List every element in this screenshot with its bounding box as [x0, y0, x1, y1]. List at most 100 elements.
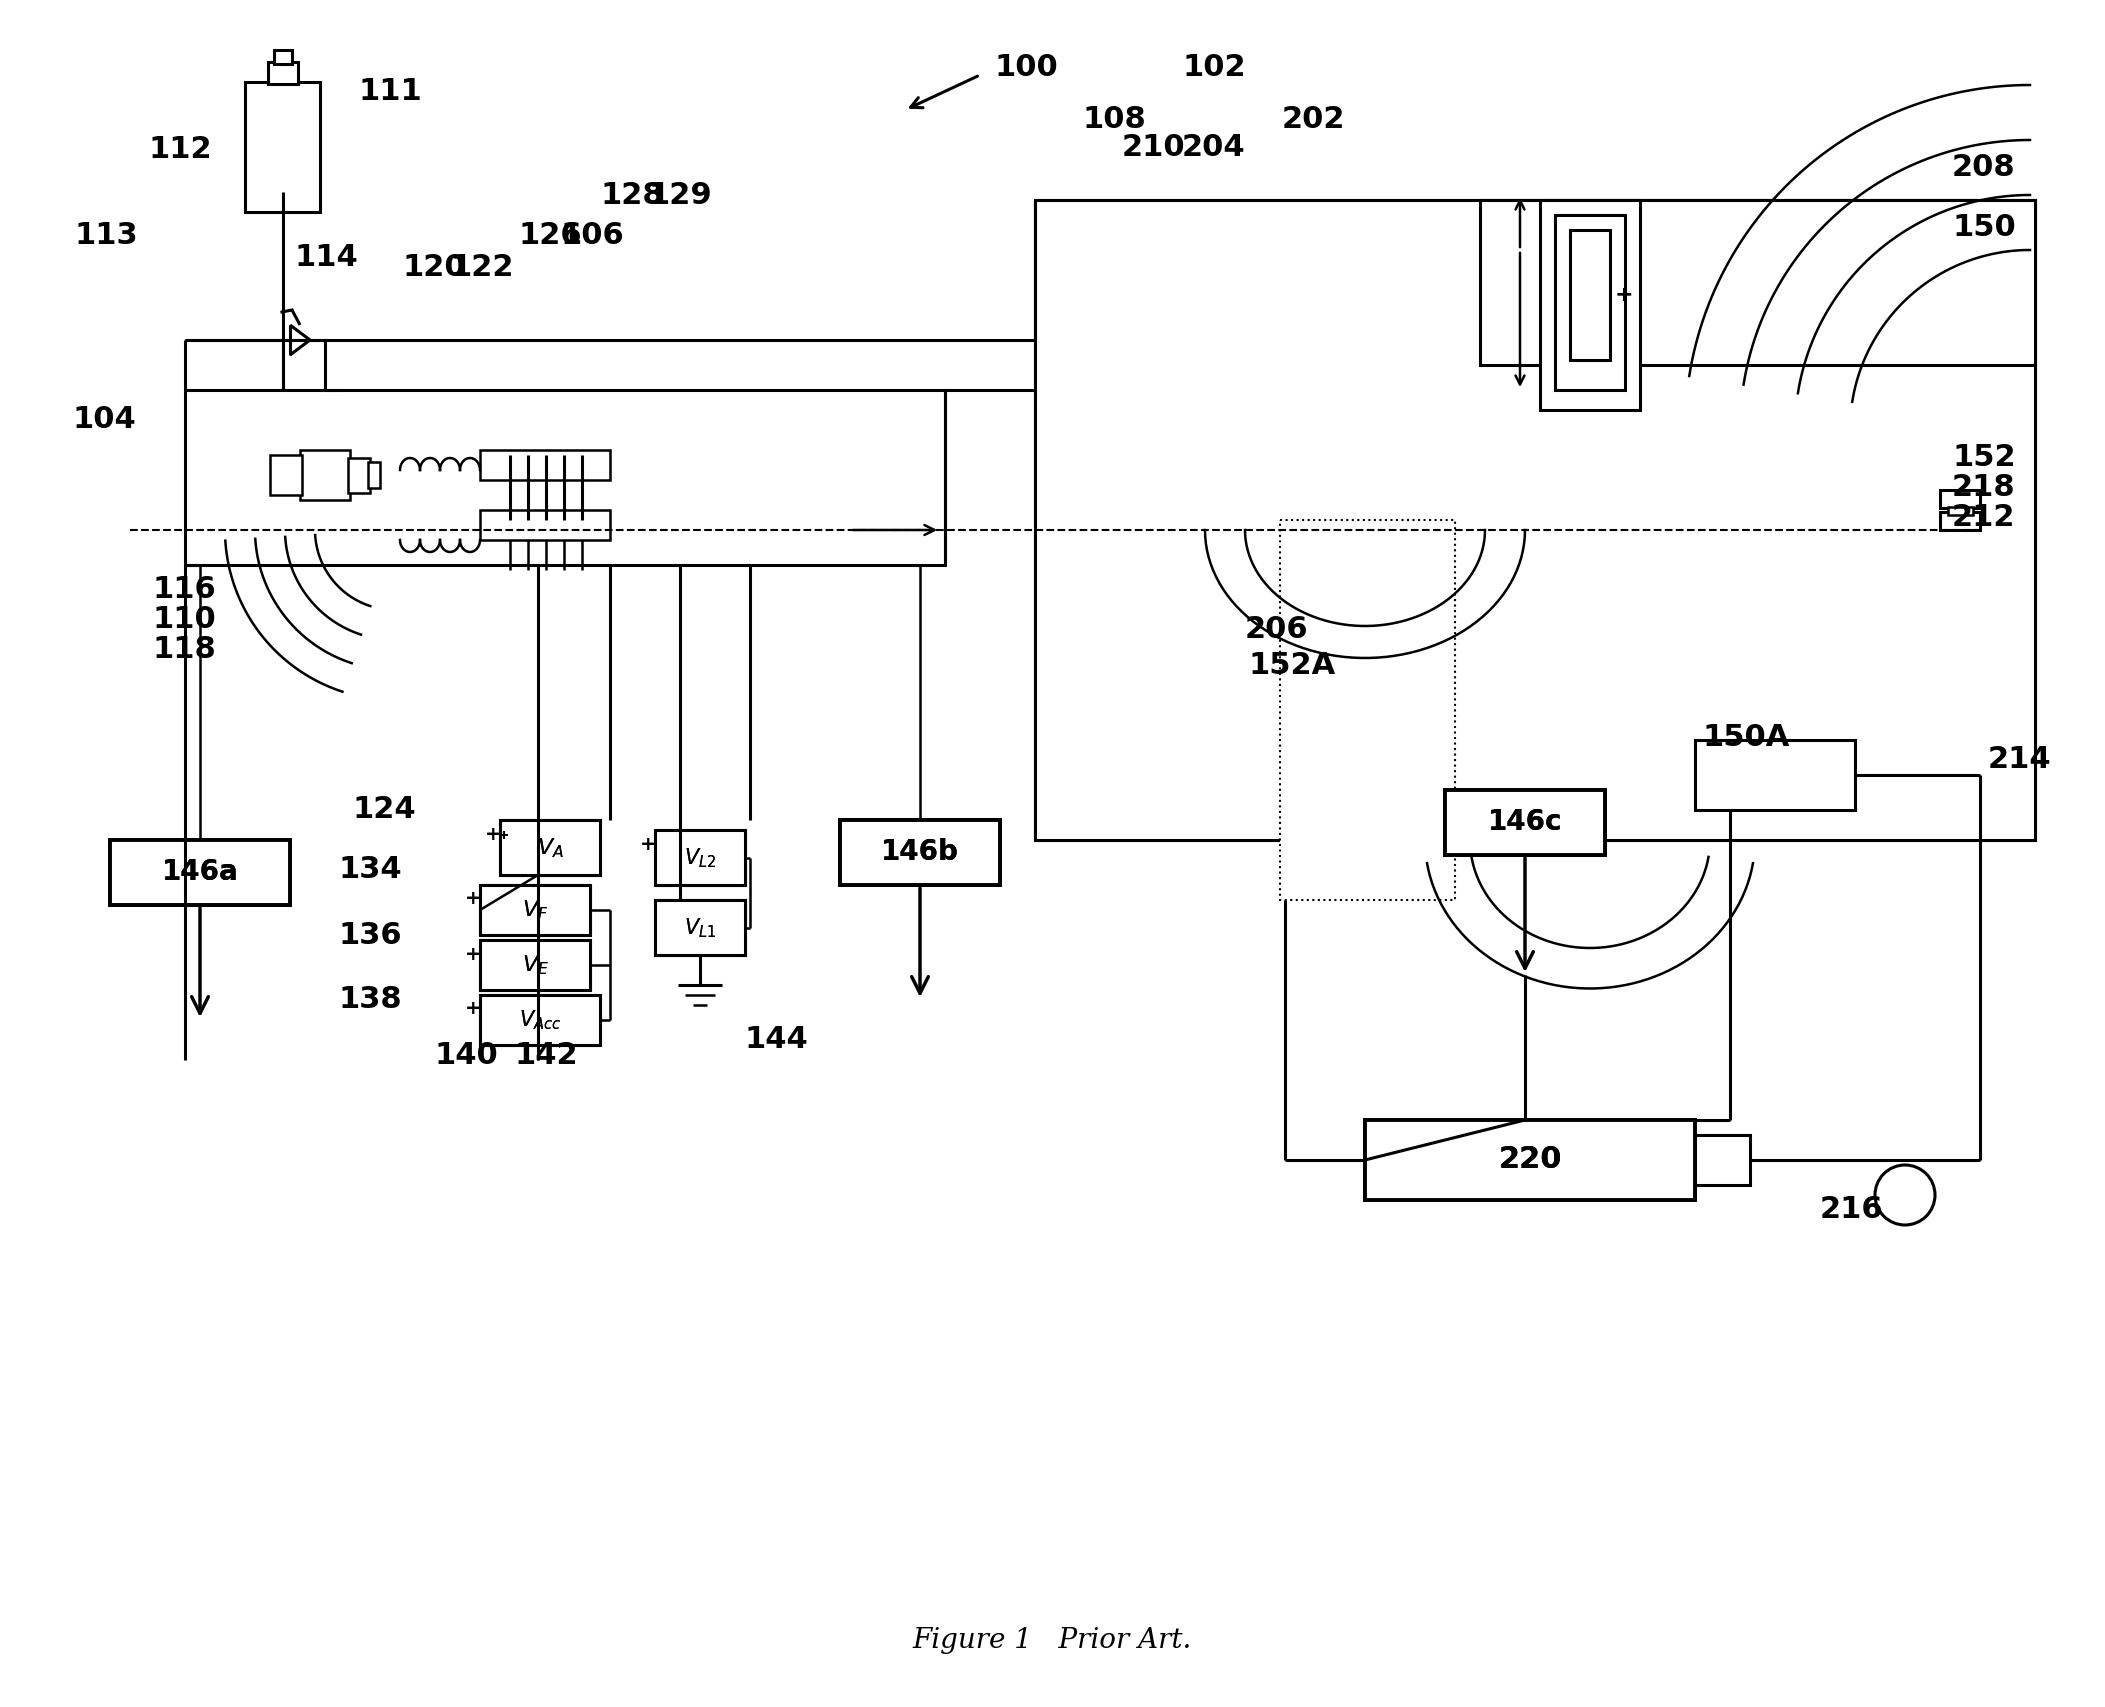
Text: +: + [465, 1000, 482, 1019]
Text: $V_{Acc}$: $V_{Acc}$ [520, 1009, 562, 1031]
Bar [1036, 399, 2036, 840]
Text: Figure 1   Prior Art.: Figure 1 Prior Art. [911, 1627, 1191, 1654]
Text: 216: 216 [1821, 1195, 1884, 1224]
Text: 142: 142 [516, 1041, 579, 1070]
Text: $V_{L1}$: $V_{L1}$ [684, 917, 716, 941]
Text: 124: 124 [352, 795, 415, 824]
Bar [347, 457, 370, 493]
Bar [185, 389, 945, 565]
Text: $V_{Acc}$: $V_{Acc}$ [520, 1009, 562, 1031]
Bar [480, 995, 600, 1045]
Text: +: + [465, 944, 482, 963]
Text: 118: 118 [152, 635, 215, 664]
Bar [655, 900, 745, 954]
Text: 134: 134 [339, 855, 402, 884]
Text: 150A: 150A [1703, 724, 1789, 753]
Text: 146c: 146c [1488, 807, 1562, 836]
Text: 146b: 146b [882, 838, 960, 865]
Text: 108: 108 [1082, 106, 1145, 135]
Bar [1941, 512, 1981, 529]
Bar [480, 451, 610, 480]
Text: 126: 126 [518, 220, 581, 249]
Text: 210: 210 [1122, 133, 1185, 162]
Text: $V_F$: $V_F$ [522, 898, 547, 922]
Text: 122: 122 [450, 254, 514, 282]
Bar [480, 995, 600, 1045]
Bar [655, 830, 745, 884]
Bar [480, 941, 589, 990]
Text: 106: 106 [560, 220, 623, 249]
Text: 129: 129 [648, 181, 711, 210]
Text: 112: 112 [147, 135, 213, 164]
Text: 146b: 146b [882, 838, 960, 865]
Bar [1364, 1120, 1695, 1200]
Text: 208: 208 [1951, 154, 2017, 183]
Text: 152: 152 [1951, 444, 2017, 473]
Text: 220: 220 [1499, 1145, 1562, 1174]
Bar [480, 884, 589, 935]
Bar [655, 830, 745, 884]
Bar [301, 451, 349, 500]
Bar [269, 456, 301, 495]
Bar [274, 50, 293, 63]
Text: 146c: 146c [1488, 807, 1562, 836]
Text: +: + [640, 835, 657, 854]
Text: 204: 204 [1183, 133, 1246, 162]
Text: 114: 114 [295, 244, 358, 273]
Text: 113: 113 [76, 220, 139, 249]
Bar [840, 819, 1000, 884]
Bar [1947, 507, 1972, 516]
Text: 218: 218 [1951, 473, 2017, 502]
Bar [480, 510, 610, 539]
Text: 212: 212 [1951, 504, 2014, 533]
Text: 120: 120 [402, 254, 465, 282]
Bar [1556, 215, 1625, 389]
Bar [1480, 200, 2036, 365]
Text: 144: 144 [745, 1026, 808, 1055]
Text: 102: 102 [1183, 53, 1246, 82]
Text: 116: 116 [152, 575, 215, 604]
Text: $V_E$: $V_E$ [522, 953, 549, 976]
Bar [1941, 490, 1981, 509]
Text: $V_{L2}$: $V_{L2}$ [684, 847, 716, 871]
Bar [267, 61, 299, 84]
Text: 104: 104 [72, 406, 135, 435]
Text: 128: 128 [600, 181, 663, 210]
Text: 152A: 152A [1248, 650, 1335, 679]
Bar [480, 884, 589, 935]
Text: 110: 110 [152, 606, 215, 635]
Text: 140: 140 [436, 1041, 499, 1070]
Text: 100: 100 [996, 53, 1059, 82]
Text: 150: 150 [1951, 213, 2017, 242]
Bar [1364, 1120, 1695, 1200]
Bar [655, 900, 745, 954]
Bar [1541, 200, 1640, 410]
Bar [1444, 790, 1604, 855]
Text: 146a: 146a [162, 859, 238, 886]
Text: 214: 214 [1987, 746, 2052, 775]
Bar [1695, 1135, 1749, 1185]
Text: $V_E$: $V_E$ [522, 953, 549, 976]
Text: 206: 206 [1244, 616, 1309, 645]
Bar [1570, 230, 1610, 360]
Text: $V_{L2}$: $V_{L2}$ [684, 847, 716, 871]
Text: $V_A$: $V_A$ [537, 836, 564, 860]
Bar [1036, 200, 2036, 840]
Bar [1444, 790, 1604, 855]
Text: 111: 111 [358, 77, 421, 106]
Text: +: + [484, 824, 501, 843]
Text: 136: 136 [339, 920, 402, 949]
Text: $V_A$: $V_A$ [537, 836, 564, 860]
Bar [501, 819, 600, 876]
Bar [368, 463, 381, 488]
Text: 138: 138 [339, 985, 402, 1014]
Text: 202: 202 [1282, 106, 1345, 135]
Bar [480, 941, 589, 990]
Text: 220: 220 [1499, 1145, 1562, 1174]
Text: +: + [465, 889, 482, 908]
Bar [109, 840, 290, 905]
Bar [840, 819, 1000, 884]
Bar [1280, 521, 1455, 900]
Text: 146a: 146a [162, 859, 238, 886]
Bar [244, 82, 320, 212]
